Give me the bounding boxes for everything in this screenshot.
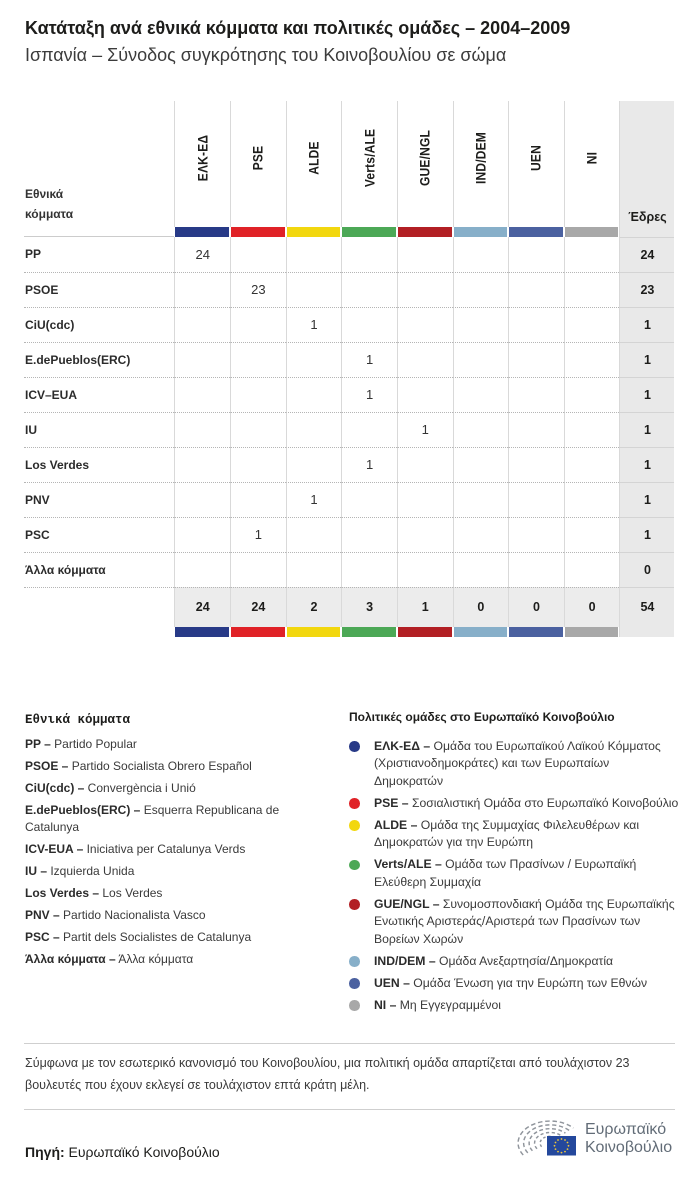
svg-text:Κοινοβούλιο: Κοινοβούλιο xyxy=(585,1139,672,1156)
svg-text:Ευρωπαϊκό: Ευρωπαϊκό xyxy=(585,1121,666,1138)
